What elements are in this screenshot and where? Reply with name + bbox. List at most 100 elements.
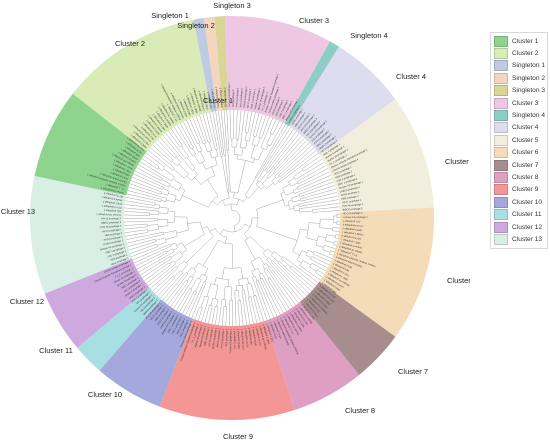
branch xyxy=(265,144,269,150)
branch xyxy=(333,244,337,246)
branch xyxy=(192,117,199,133)
leaf-label: Yunnan CA prophage 1 xyxy=(228,82,232,107)
branch xyxy=(185,303,192,316)
branch xyxy=(319,275,323,278)
branch xyxy=(243,196,248,202)
branch xyxy=(238,307,240,326)
branch xyxy=(239,110,242,126)
branch-arc xyxy=(192,153,196,156)
branch xyxy=(168,277,176,285)
branch xyxy=(209,112,217,143)
leaf-label: PTH-3 prophage 1 xyxy=(221,328,226,349)
branch xyxy=(164,284,180,303)
branch-arc xyxy=(223,224,245,233)
branch xyxy=(152,272,174,292)
legend-item: Singleton 3 xyxy=(494,85,545,97)
branch xyxy=(294,191,299,194)
leaf-label: HD3 prophage 2 xyxy=(269,321,278,339)
branch xyxy=(247,277,249,284)
branch xyxy=(209,151,213,159)
branch-arc xyxy=(194,290,197,293)
leaf-label: DMC 1 prophage 3 xyxy=(189,92,198,113)
branch xyxy=(199,273,203,279)
branch xyxy=(295,272,315,289)
branch xyxy=(126,233,154,240)
legend-swatch xyxy=(494,184,508,196)
branch-arc xyxy=(231,209,241,226)
branch xyxy=(168,130,177,142)
branch xyxy=(282,144,312,172)
branch-arc xyxy=(299,260,304,266)
branch xyxy=(246,284,250,297)
branch-arc xyxy=(176,162,181,166)
branch xyxy=(244,240,248,247)
branch xyxy=(257,279,261,287)
leaf-label: SC1 prophage 3 xyxy=(225,328,229,346)
branch-arc xyxy=(162,167,166,171)
leaf-label: HZ-07 prophage 1 xyxy=(102,228,122,233)
branch xyxy=(128,244,147,251)
branch xyxy=(134,170,160,184)
branch xyxy=(146,241,157,245)
branch xyxy=(129,183,151,192)
branch xyxy=(126,193,152,200)
leaf-label: BHC1 prophage 2 xyxy=(216,328,221,348)
branch xyxy=(163,168,175,178)
branch xyxy=(181,145,189,157)
branch xyxy=(262,228,298,241)
branch xyxy=(191,270,197,277)
branch xyxy=(260,142,264,148)
branch xyxy=(242,285,244,291)
branch xyxy=(142,226,148,228)
branch xyxy=(162,153,172,162)
branch xyxy=(282,183,290,189)
branch xyxy=(290,182,298,187)
leaf-label: Wuhan 18 prophage 2 xyxy=(100,186,124,194)
branch xyxy=(215,316,217,325)
branch xyxy=(124,214,145,216)
branch xyxy=(222,267,225,279)
branch xyxy=(305,161,325,174)
branch xyxy=(318,235,327,238)
leaf-label: HNJM 2 prophage 1 xyxy=(341,230,363,236)
legend-swatch xyxy=(494,171,508,183)
leaf-label: BIBO2 prophage 3 xyxy=(101,221,122,225)
leaf-label: CSE 2 prophage 1 xyxy=(330,265,350,277)
legend-item: Cluster 12 xyxy=(494,221,545,233)
branch xyxy=(261,277,268,289)
branch xyxy=(259,256,265,265)
branch xyxy=(246,111,249,119)
branch xyxy=(267,278,271,284)
branch xyxy=(163,264,171,271)
branch xyxy=(154,204,160,206)
branch xyxy=(210,305,213,311)
branch xyxy=(159,182,169,188)
branch xyxy=(214,277,217,285)
branch xyxy=(204,268,209,276)
branch xyxy=(234,300,237,326)
leaf-label: DMC 1 prophage 3 xyxy=(105,246,126,254)
legend-label: Cluster 2 xyxy=(512,50,539,58)
leaf-label: SC1 prophage 3 xyxy=(232,89,235,107)
leaf-label: NDE 1 prophage 1 xyxy=(250,88,257,109)
leaf-label: HD12 prophage 1 xyxy=(333,259,352,269)
branch xyxy=(259,172,268,183)
branch xyxy=(192,134,198,144)
branch xyxy=(248,177,256,191)
branch xyxy=(176,292,188,311)
branch-arc xyxy=(329,250,331,254)
branch xyxy=(213,306,216,316)
legend-item: Cluster 8 xyxy=(494,171,545,183)
branch xyxy=(201,162,207,170)
branch xyxy=(154,142,165,152)
branch xyxy=(252,186,259,194)
legend-label: Cluster 11 xyxy=(512,211,542,219)
branch-arc xyxy=(160,199,162,202)
legend-item: Singleton 1 xyxy=(494,60,545,72)
branch xyxy=(161,179,171,185)
branch-arc xyxy=(255,177,257,179)
branch xyxy=(157,241,167,246)
branch xyxy=(280,191,285,194)
legend-item: Cluster 3 xyxy=(494,97,545,109)
leaf-label: HZ-07 prophage 1 xyxy=(211,88,217,108)
